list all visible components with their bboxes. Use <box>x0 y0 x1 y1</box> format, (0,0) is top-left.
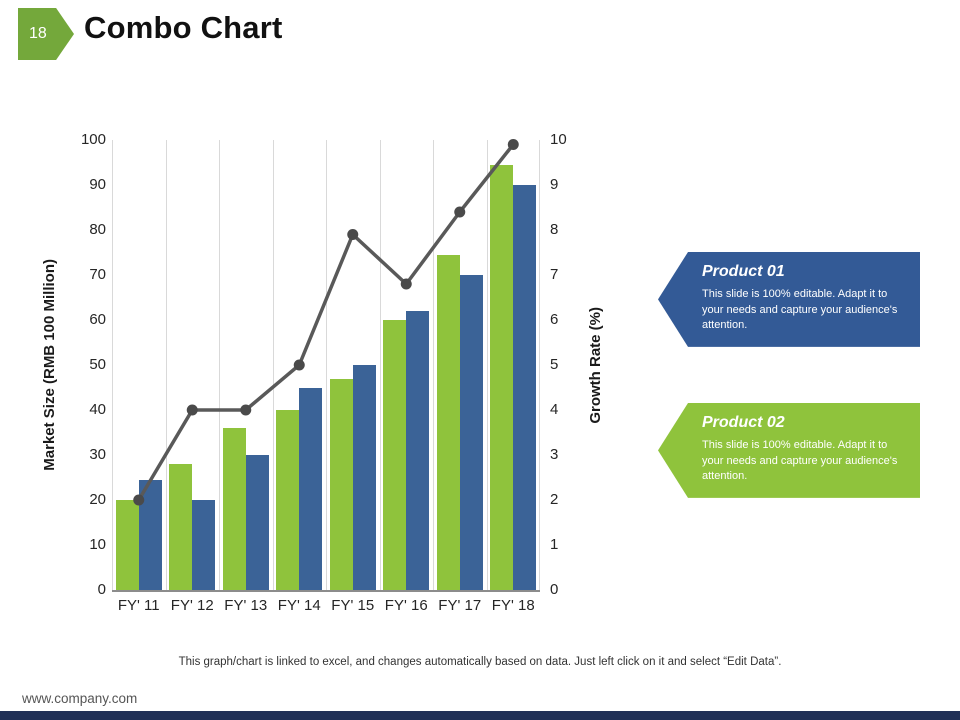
bar-product-02-2 <box>169 464 193 590</box>
gridline <box>433 140 434 590</box>
axis-tick-label: 7 <box>550 266 559 283</box>
gridline <box>272 140 274 590</box>
right-axis-title-text: Growth Rate (%) <box>586 306 604 424</box>
bar-product-02-5 <box>329 378 353 590</box>
callout-product-02-title: Product 02 <box>702 414 785 431</box>
bar-product-01-3 <box>245 455 269 590</box>
axis-tick-label: 10 <box>89 536 106 553</box>
axis-tick-label: 100 <box>80 131 106 148</box>
bar-product-01-1 <box>138 479 162 590</box>
axis-tick-label: 8 <box>550 221 559 238</box>
bottom-bar <box>0 711 960 720</box>
axis-tick-label: 60 <box>89 311 106 328</box>
axis-tick-label: 20 <box>89 491 106 508</box>
x-axis-tick-label: FY' 13 <box>224 597 268 614</box>
axis-tick-label: 9 <box>550 176 559 193</box>
page-title: Combo Chart <box>84 10 283 45</box>
website-link[interactable]: www.company.com <box>22 691 138 706</box>
axis-tick-label: 50 <box>89 356 106 373</box>
callout-product-01-body: This slide is 100% editable. Adapt it to… <box>702 288 898 332</box>
gridline <box>165 140 167 590</box>
bar-product-02-6 <box>383 320 407 590</box>
x-axis-tick-label: FY' 11 <box>117 597 160 614</box>
gridline <box>112 140 113 590</box>
gridline <box>326 140 327 590</box>
gridline <box>539 140 540 590</box>
bar-product-01-6 <box>406 311 430 590</box>
axis-tick-label: 10 <box>550 131 567 148</box>
growth-rate-line <box>133 139 519 506</box>
x-axis-ticks: FY' 11 FY' 12 FY' 13 FY' 14 FY' 15 FY' 16 FY' … <box>112 597 540 614</box>
slide-number-badge: 18 <box>18 8 74 60</box>
axis-tick-label: 5 <box>550 356 559 373</box>
axis-tick-label: 2 <box>550 491 559 508</box>
x-axis-tick-label: FY' 16 <box>384 597 428 614</box>
gridline <box>219 140 220 590</box>
left-axis-title-text: Market Size (RMB 100 Million) <box>40 259 58 471</box>
bar-product-01-4 <box>299 387 323 590</box>
gridline <box>486 140 488 590</box>
bar-product-01-7 <box>459 275 483 590</box>
axis-tick-label: 80 <box>89 221 106 238</box>
x-axis-tick-label: FY' 15 <box>331 597 375 614</box>
x-axis-tick-label: FY' 12 <box>170 597 214 614</box>
right-axis-ticks: 0 1 2 3 4 5 6 7 8 9 10 <box>550 131 584 598</box>
bar-product-02-4 <box>276 410 300 590</box>
bar-product-01-5 <box>352 365 376 590</box>
axis-tick-label: 70 <box>89 266 106 283</box>
bar-product-02-3 <box>222 428 246 590</box>
axis-tick-label: 1 <box>550 536 559 553</box>
left-axis-ticks: 0 10 20 30 40 50 60 70 80 90 100 <box>64 131 106 598</box>
x-axis-tick-label: FY' 17 <box>438 597 482 614</box>
axis-tick-label: 40 <box>89 401 106 418</box>
slide-number: 18 <box>29 25 47 42</box>
x-axis-tick-label: FY' 14 <box>277 597 321 614</box>
gridline <box>379 140 381 590</box>
axis-tick-label: 30 <box>89 446 106 463</box>
axis-tick-label: 0 <box>97 581 106 598</box>
bar-product-01-2 <box>192 500 216 590</box>
combo-chart-plot-area[interactable] <box>112 139 540 592</box>
axis-tick-label: 3 <box>550 446 559 463</box>
axis-tick-label: 6 <box>550 311 559 328</box>
axis-tick-label: 0 <box>550 581 559 598</box>
callout-product-01: Product 01 This slide is 100% editable. … <box>658 252 920 347</box>
right-axis-title: Growth Rate (%) <box>584 140 606 590</box>
bar-product-02-1 <box>115 500 139 590</box>
bar-product-02-7 <box>436 254 460 590</box>
x-axis-tick-label: FY' 18 <box>491 597 535 614</box>
axis-tick-label: 4 <box>550 401 559 418</box>
bar-product-02-8 <box>490 164 514 590</box>
left-axis-title: Market Size (RMB 100 Million) <box>38 140 60 590</box>
callout-product-02: Product 02 This slide is 100% editable. … <box>658 403 920 498</box>
bar-product-01-8 <box>513 185 537 590</box>
footer-note: This graph/chart is linked to excel, and… <box>178 656 782 668</box>
axis-tick-label: 90 <box>89 176 106 193</box>
callout-product-02-body: This slide is 100% editable. Adapt it to… <box>702 439 898 483</box>
callout-product-01-title: Product 01 <box>702 263 785 280</box>
